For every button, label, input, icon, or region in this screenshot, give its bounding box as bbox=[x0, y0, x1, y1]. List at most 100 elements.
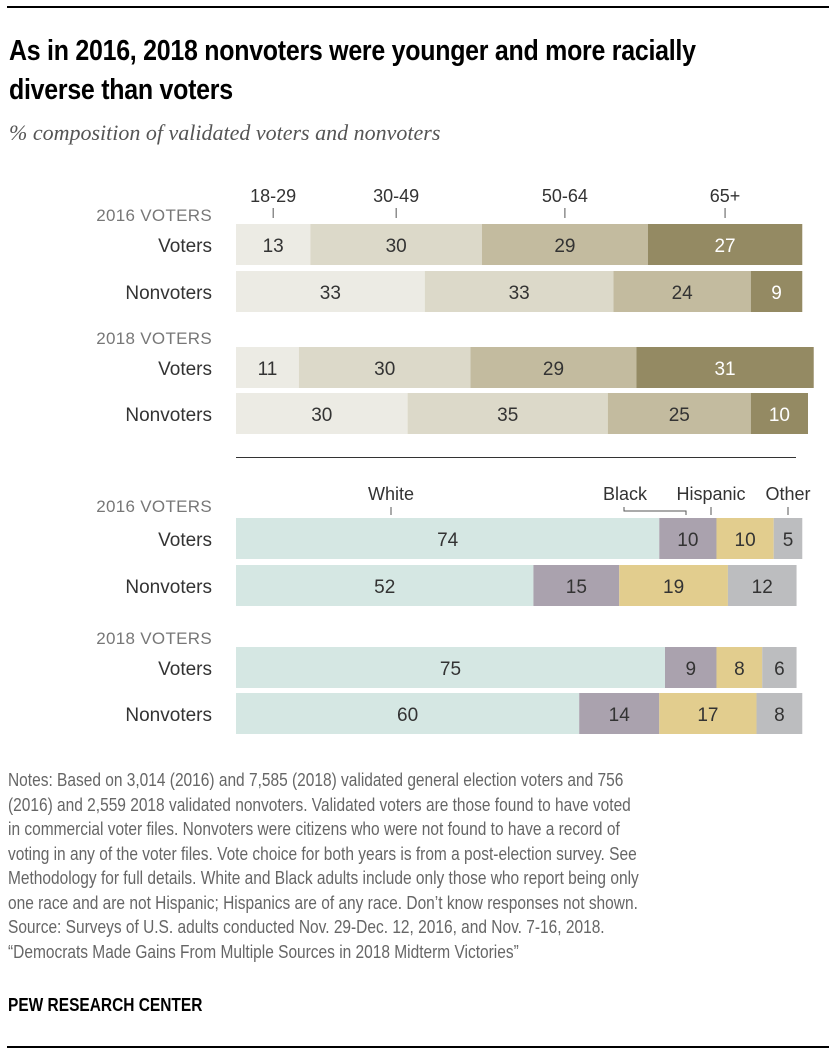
bar-segment bbox=[236, 518, 660, 559]
bar-segment bbox=[236, 565, 534, 606]
bar-segment bbox=[619, 565, 728, 606]
group-label: 2016 VOTERS bbox=[96, 206, 212, 225]
bar-value-label: 60 bbox=[397, 705, 418, 726]
bar-value-label: 10 bbox=[735, 530, 756, 551]
legend-label-other: Other bbox=[765, 484, 810, 504]
report-title-line: “Democrats Made Gains From Multiple Sour… bbox=[8, 941, 519, 962]
bar-value-label: 8 bbox=[774, 705, 785, 726]
bar-segment bbox=[607, 393, 751, 434]
legend-label-30-49: 30-49 bbox=[373, 186, 419, 206]
legend-label-white: White bbox=[368, 484, 414, 504]
bar-segment bbox=[647, 224, 803, 265]
bar-value-label: 74 bbox=[437, 530, 459, 551]
bar-segment bbox=[716, 647, 763, 688]
notes-line: Methodology for full details. White and … bbox=[8, 868, 639, 888]
bar-segment bbox=[298, 347, 471, 388]
bar-value-label: 15 bbox=[566, 577, 587, 598]
group-label: 2018 VOTERS bbox=[96, 629, 212, 648]
row-label: Voters bbox=[158, 659, 212, 680]
bar-segment bbox=[659, 693, 757, 734]
stacked-bar-charts: 18-29 30-49 50-64 65+ 2016 VOTERS Voters 13 30 2… bbox=[96, 186, 814, 734]
notes-line: one race and are not Hispanic; Hispanics… bbox=[8, 892, 638, 913]
bar-value-label: 29 bbox=[554, 236, 575, 257]
bar-segment bbox=[636, 347, 814, 388]
bar-segment bbox=[533, 565, 620, 606]
bar-segment bbox=[236, 347, 299, 388]
bar-segment bbox=[236, 224, 311, 265]
bar-value-label: 12 bbox=[752, 577, 773, 598]
row-label: Nonvoters bbox=[125, 283, 212, 304]
notes-line: Notes: Based on 3,014 (2016) and 7,585 (… bbox=[8, 770, 624, 790]
bar-segment bbox=[665, 647, 717, 688]
chart-subtitle: % composition of validated voters and no… bbox=[9, 120, 441, 145]
bar-value-label: 17 bbox=[697, 705, 718, 726]
row-label: Voters bbox=[158, 530, 212, 551]
chart-title: As in 2016, 2018 nonvoters were younger … bbox=[9, 35, 696, 106]
bar-value-label: 35 bbox=[497, 405, 518, 426]
bar-value-label: 19 bbox=[663, 577, 684, 598]
bar-value-label: 30 bbox=[386, 236, 407, 257]
pew-logo-text: PEW RESEARCH CENTER bbox=[8, 995, 203, 1015]
bar-value-label: 10 bbox=[769, 405, 790, 426]
bar-value-label: 9 bbox=[771, 283, 782, 304]
source-line: Source: Surveys of U.S. adults conducted… bbox=[8, 917, 605, 937]
bar-segment bbox=[310, 224, 482, 265]
bar-segment bbox=[236, 271, 425, 312]
bar-value-label: 33 bbox=[320, 283, 341, 304]
group-label: 2018 VOTERS bbox=[96, 329, 212, 348]
bar-value-label: 5 bbox=[783, 530, 794, 551]
notes-line: voting in any of the voter files. Vote c… bbox=[8, 843, 637, 864]
row-label: Nonvoters bbox=[125, 705, 212, 726]
bar-segment bbox=[750, 271, 803, 312]
bar-value-label: 30 bbox=[374, 359, 395, 380]
bar-segment bbox=[579, 693, 660, 734]
bar-segment bbox=[756, 693, 803, 734]
notes: Notes: Based on 3,014 (2016) and 7,585 (… bbox=[8, 768, 816, 964]
notes-line: (2016) and 2,559 2018 validated nonvoter… bbox=[8, 794, 631, 815]
bar-segment bbox=[236, 693, 580, 734]
bar-value-label: 8 bbox=[734, 659, 745, 680]
bar-segment bbox=[470, 347, 637, 388]
panel-divider bbox=[236, 457, 796, 458]
bar-value-label: 75 bbox=[440, 659, 461, 680]
bar-segment bbox=[773, 518, 803, 559]
bar-segment bbox=[424, 271, 614, 312]
bar-value-label: 25 bbox=[669, 405, 690, 426]
bar-value-label: 11 bbox=[258, 359, 278, 380]
bar-segment bbox=[481, 224, 648, 265]
row-label: Nonvoters bbox=[125, 577, 212, 598]
row-label: Voters bbox=[158, 236, 212, 257]
bar-value-label: 6 bbox=[774, 659, 785, 680]
top-rule bbox=[7, 6, 829, 8]
bar-segment bbox=[236, 393, 408, 434]
bar-value-label: 52 bbox=[374, 577, 395, 598]
bar-value-label: 29 bbox=[543, 359, 564, 380]
bar-segment bbox=[716, 518, 774, 559]
legend-label-hispanic: Hispanic bbox=[676, 484, 745, 504]
legend-label-50-64: 50-64 bbox=[542, 186, 588, 206]
bar-segment bbox=[407, 393, 608, 434]
row-label: Nonvoters bbox=[125, 405, 212, 426]
group-label: 2016 VOTERS bbox=[96, 497, 212, 516]
notes-line: in commercial voter files. Nonvoters wer… bbox=[8, 819, 620, 839]
legend-label-65-: 65+ bbox=[710, 186, 741, 206]
legend-label-black: Black bbox=[603, 484, 648, 504]
bar-segment bbox=[236, 647, 665, 688]
bar-value-label: 24 bbox=[672, 283, 694, 304]
row-label: Voters bbox=[158, 359, 212, 380]
bar-segment bbox=[750, 393, 808, 434]
bar-value-label: 10 bbox=[677, 530, 698, 551]
bar-segment bbox=[659, 518, 717, 559]
bar-value-label: 27 bbox=[714, 236, 735, 257]
bar-value-label: 13 bbox=[263, 236, 284, 257]
bottom-rule bbox=[7, 1046, 829, 1048]
bar-value-label: 30 bbox=[311, 405, 332, 426]
bar-segment bbox=[727, 565, 797, 606]
legend-bracket-black bbox=[623, 507, 687, 515]
bar-segment bbox=[762, 647, 797, 688]
bar-value-label: 31 bbox=[714, 359, 735, 380]
bar-segment bbox=[613, 271, 751, 312]
bar-value-label: 9 bbox=[685, 659, 696, 680]
legend-label-18-29: 18-29 bbox=[250, 186, 296, 206]
bar-value-label: 33 bbox=[509, 283, 530, 304]
